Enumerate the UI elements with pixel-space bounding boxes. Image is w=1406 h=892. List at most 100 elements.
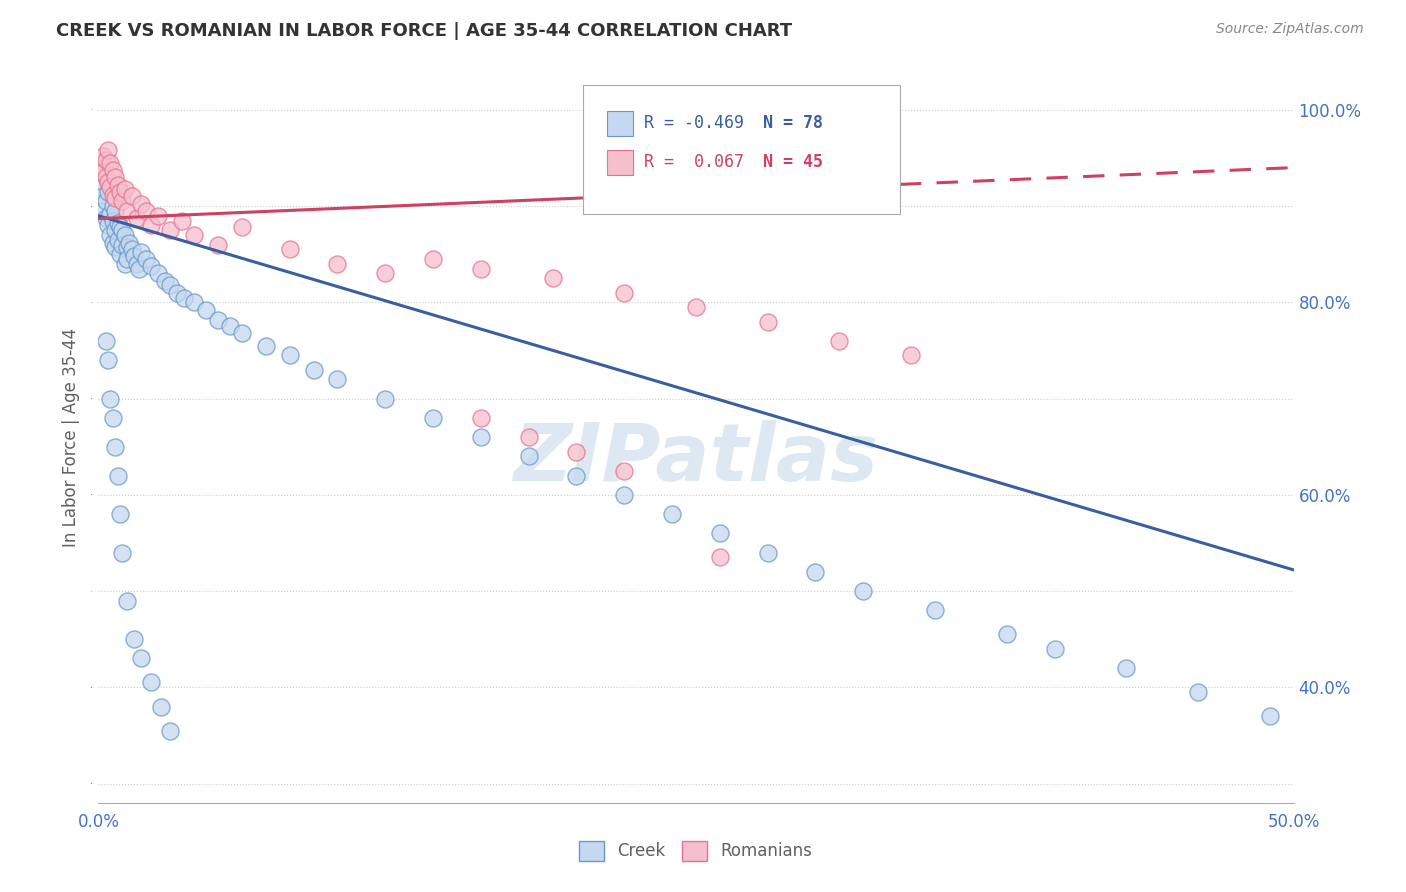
Point: [104, 223, 127, 237]
Point: [98, 227, 122, 242]
Point: [470, 410, 492, 425]
Point: [94, 211, 117, 225]
Point: [108, 247, 131, 261]
Point: [278, 348, 301, 362]
Point: [101, 187, 124, 202]
Point: [517, 430, 540, 444]
Point: [101, 199, 124, 213]
Text: N = 78: N = 78: [763, 114, 824, 132]
Point: [159, 278, 181, 293]
Point: [613, 488, 636, 502]
Point: [101, 213, 124, 227]
Text: R = -0.469: R = -0.469: [644, 114, 744, 132]
Point: [1258, 709, 1281, 723]
Point: [709, 526, 731, 541]
Point: [104, 203, 127, 218]
Point: [115, 252, 138, 266]
Point: [183, 227, 205, 242]
Point: [374, 392, 396, 406]
Point: [139, 219, 162, 233]
Point: [254, 338, 277, 352]
Point: [231, 220, 253, 235]
Point: [207, 312, 229, 326]
Point: [97, 219, 120, 233]
Point: [852, 584, 875, 599]
Point: [326, 257, 349, 271]
Point: [104, 440, 127, 454]
Point: [111, 223, 134, 237]
Point: [114, 227, 136, 242]
Point: [104, 239, 127, 253]
Point: [804, 565, 827, 579]
Point: [118, 235, 141, 250]
Point: [128, 261, 150, 276]
Point: [94, 194, 117, 209]
Point: [756, 315, 779, 329]
Point: [173, 291, 195, 305]
Point: [517, 450, 540, 464]
Point: [97, 143, 120, 157]
Point: [121, 189, 143, 203]
Point: [90, 161, 112, 175]
Point: [155, 274, 177, 288]
Point: [756, 545, 779, 559]
Point: [91, 203, 114, 218]
Point: [124, 632, 146, 647]
Point: [98, 179, 122, 194]
Point: [98, 392, 122, 406]
Point: [565, 444, 588, 458]
Point: [828, 334, 851, 348]
Point: [125, 257, 148, 271]
Point: [159, 223, 181, 237]
Point: [97, 175, 120, 189]
Point: [107, 178, 129, 192]
Point: [107, 233, 129, 247]
Point: [91, 189, 114, 203]
Point: [541, 271, 564, 285]
Point: [94, 170, 117, 185]
Point: [90, 179, 112, 194]
Point: [374, 267, 396, 281]
Point: [107, 216, 129, 230]
Point: [1115, 661, 1137, 675]
Point: [135, 252, 157, 266]
Point: [125, 211, 148, 225]
Point: [124, 249, 146, 263]
Point: [995, 627, 1018, 641]
Point: [183, 295, 205, 310]
Y-axis label: In Labor Force | Age 35-44: In Labor Force | Age 35-44: [62, 327, 80, 547]
Point: [166, 285, 188, 300]
Point: [1187, 685, 1209, 699]
Point: [326, 372, 349, 386]
Text: R =  0.067: R = 0.067: [644, 153, 744, 171]
Point: [131, 197, 153, 211]
Point: [111, 237, 134, 252]
Point: [91, 149, 114, 163]
Point: [101, 162, 124, 177]
Point: [115, 593, 138, 607]
Point: [111, 194, 134, 209]
Point: [148, 267, 170, 281]
Point: [97, 353, 120, 368]
Point: [91, 165, 114, 179]
Point: [613, 464, 636, 478]
Text: N = 45: N = 45: [763, 153, 824, 171]
Text: ZIPatlas: ZIPatlas: [513, 420, 879, 498]
Point: [104, 191, 127, 205]
Point: [97, 185, 120, 199]
Point: [613, 285, 636, 300]
Point: [111, 545, 134, 559]
Point: [422, 252, 444, 266]
Point: [135, 203, 157, 218]
Point: [470, 430, 492, 444]
Point: [98, 207, 122, 221]
Point: [115, 203, 138, 218]
Point: [661, 507, 683, 521]
Point: [219, 319, 242, 334]
Point: [159, 723, 181, 738]
Point: [107, 468, 129, 483]
Text: CREEK VS ROMANIAN IN LABOR FORCE | AGE 35-44 CORRELATION CHART: CREEK VS ROMANIAN IN LABOR FORCE | AGE 3…: [56, 22, 793, 40]
Point: [195, 303, 218, 318]
Point: [139, 259, 162, 273]
Point: [565, 468, 588, 483]
